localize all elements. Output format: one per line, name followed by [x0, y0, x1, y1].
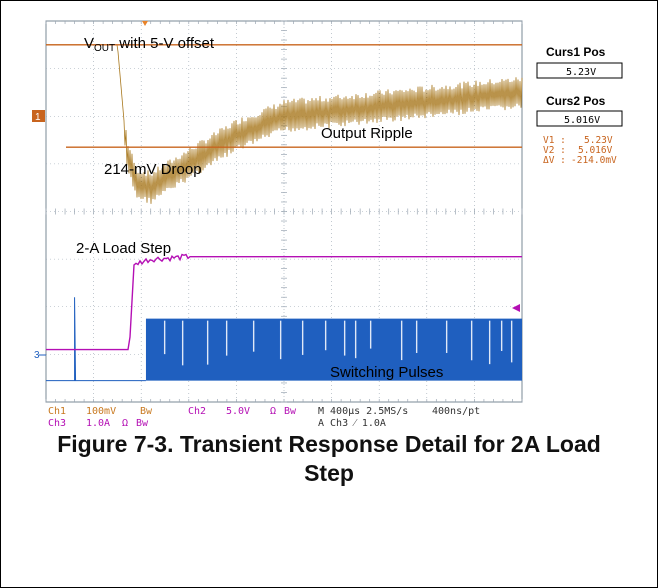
annotation-ripple: Output Ripple: [321, 125, 413, 142]
ch1-vout-ripple-trace: [46, 44, 523, 204]
curs1-value: 5.23V: [566, 67, 596, 78]
dv-value: -214.0mV: [571, 155, 617, 166]
curs2-value-box[interactable]: [536, 110, 623, 127]
ch1-marker-label: 1: [35, 112, 41, 123]
ch3-pulse-gap: [163, 320, 166, 355]
readout-ch1-name: Ch1: [48, 406, 66, 417]
annotation-vout: VOUT with 5-V offset: [84, 35, 215, 54]
v2-value: 5.016V: [578, 145, 613, 156]
readout-ch1-bw: Bw: [140, 406, 153, 417]
readout-ch2-ohm: Ω: [270, 406, 276, 417]
readout-ch3-ohm: Ω: [122, 418, 128, 429]
ch3-pulse-gap: [400, 320, 403, 361]
ch3-switching-trace: [46, 297, 146, 382]
ch3-marker-label: 3: [34, 350, 40, 361]
ch3-switching-band: [145, 318, 522, 381]
ch3-pulse-gap: [206, 320, 209, 365]
ch3-pulse-gap: [301, 320, 304, 355]
ch3-pulse-gap: [470, 320, 473, 361]
v2-label: V2 :: [543, 145, 566, 156]
ch3-pulse-gap: [279, 320, 282, 360]
annotation-droop: 214-mV Droop: [104, 161, 202, 178]
curs1-value-box[interactable]: [536, 62, 623, 79]
readout-ch2-name: Ch2: [188, 406, 206, 417]
graticule: [45, 20, 523, 403]
ch3-pulse-gap: [225, 320, 228, 356]
oscilloscope-chart: 1 3 VOUT with 5-V offset 214-mV Droop Ou…: [32, 20, 623, 429]
annotation-load-step: 2-A Load Step: [76, 240, 171, 257]
annotation-switching: Switching Pulses: [330, 364, 443, 381]
readout-points: 400ns/pt: [432, 406, 480, 417]
ch3-pulse-gap: [181, 320, 184, 366]
readout-ch2-bw: Bw: [284, 406, 297, 417]
ch3-pulse-gap: [354, 320, 357, 359]
readout-trigger: A Ch3 ⁄ 1.0A: [318, 418, 386, 429]
v1-label: V1 :: [543, 135, 566, 146]
ch3-pulse-gap: [445, 320, 448, 353]
readout-timebase: M 400µs 2.5MS/s: [318, 406, 408, 417]
curs2-label: Curs2 Pos: [546, 94, 606, 108]
readout-ch1-scale: 100mV: [86, 406, 116, 417]
ch1-ground-marker: [32, 110, 45, 122]
caption-line-1: Figure 7-3. Transient Response Detail fo…: [57, 431, 601, 457]
curs2-value: 5.016V: [564, 115, 600, 126]
ch3-pulse-gaps: [163, 320, 513, 366]
ch3-pulse-gap: [500, 320, 503, 352]
curs1-label: Curs1 Pos: [546, 45, 606, 59]
ch3-pulse-gap: [369, 320, 372, 349]
ch3-pulse-gap: [415, 320, 418, 353]
caption-line-2: Step: [304, 460, 354, 486]
ch2-level-marker: [512, 304, 520, 312]
ch3-pulse-gap: [510, 320, 513, 363]
ch3-pulse-gap: [324, 320, 327, 351]
ch3-pulse-gap: [488, 320, 491, 365]
ch3-pulse-gap: [343, 320, 346, 356]
dv-label: ΔV :: [543, 155, 566, 166]
ch2-load-step-trace: [46, 253, 522, 351]
readout-ch3-name: Ch3: [48, 418, 66, 429]
ch3-pulse-gap: [252, 320, 255, 352]
figure-caption: Figure 7-3. Transient Response Detail fo…: [0, 430, 658, 488]
trigger-position-marker: [142, 21, 148, 26]
readout-ch3-scale: 1.0A: [86, 418, 110, 429]
readout-ch3-bw: Bw: [136, 418, 149, 429]
readout-ch2-scale: 5.0V: [226, 406, 250, 417]
v1-value: 5.23V: [584, 135, 613, 146]
